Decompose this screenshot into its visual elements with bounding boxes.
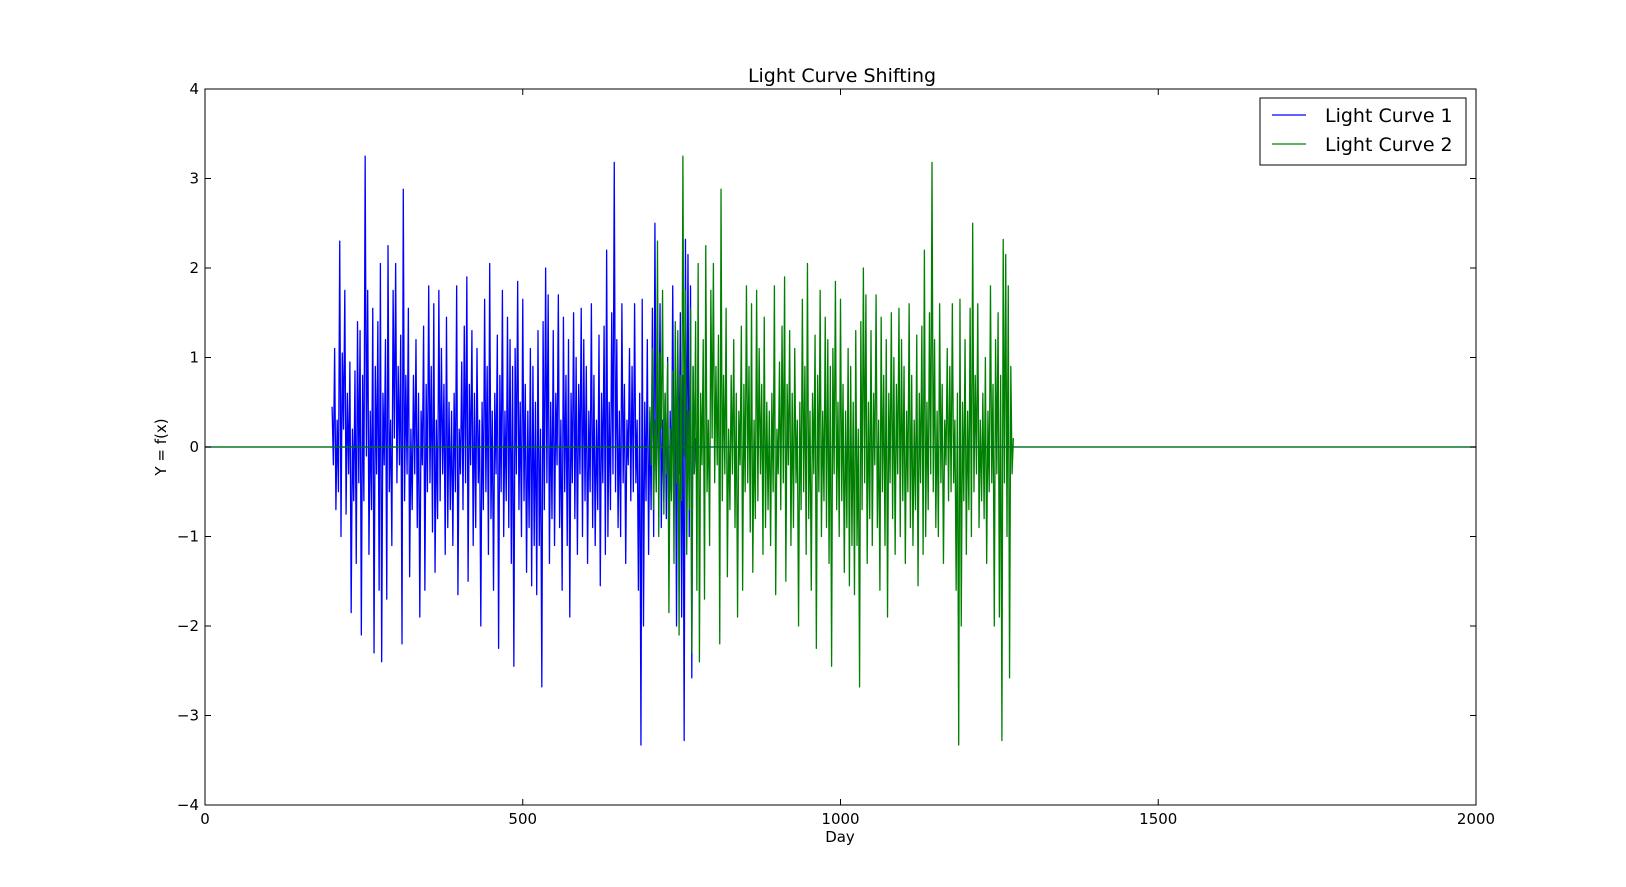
x-tick-label: 2000 xyxy=(1457,810,1495,828)
y-tick-label: 3 xyxy=(189,170,199,188)
y-tick-label: −3 xyxy=(177,707,199,725)
legend-label-light-curve-2: Light Curve 2 xyxy=(1325,134,1453,156)
y-tick-label: −1 xyxy=(177,528,199,546)
x-tick-label: 0 xyxy=(200,810,210,828)
y-tick-label: 4 xyxy=(189,80,199,98)
plot-lines xyxy=(331,155,1015,746)
x-tick-label: 1000 xyxy=(821,810,859,828)
series-line-1 xyxy=(331,155,697,746)
y-tick-label: 2 xyxy=(189,259,199,277)
chart-title: Light Curve Shifting xyxy=(748,65,936,87)
x-tick-label: 500 xyxy=(508,810,537,828)
legend-box xyxy=(1259,97,1467,166)
y-axis-ticks: −4 −3 −2 −1 0 1 2 3 4 xyxy=(177,80,1476,814)
series-line-2 xyxy=(649,155,1015,746)
y-tick-label: −2 xyxy=(177,617,199,635)
legend-label-light-curve-1: Light Curve 1 xyxy=(1325,105,1453,127)
x-axis-ticks: 0 500 1000 1500 2000 xyxy=(200,89,1495,828)
y-tick-label: −4 xyxy=(177,796,199,814)
x-axis-label: Day xyxy=(825,828,855,846)
y-axis-label: Y = f(x) xyxy=(152,418,170,476)
y-tick-label: 0 xyxy=(189,438,199,456)
x-tick-label: 1500 xyxy=(1139,810,1177,828)
legend: Light Curve 1 Light Curve 2 xyxy=(1259,97,1467,166)
y-tick-label: 1 xyxy=(189,349,199,367)
